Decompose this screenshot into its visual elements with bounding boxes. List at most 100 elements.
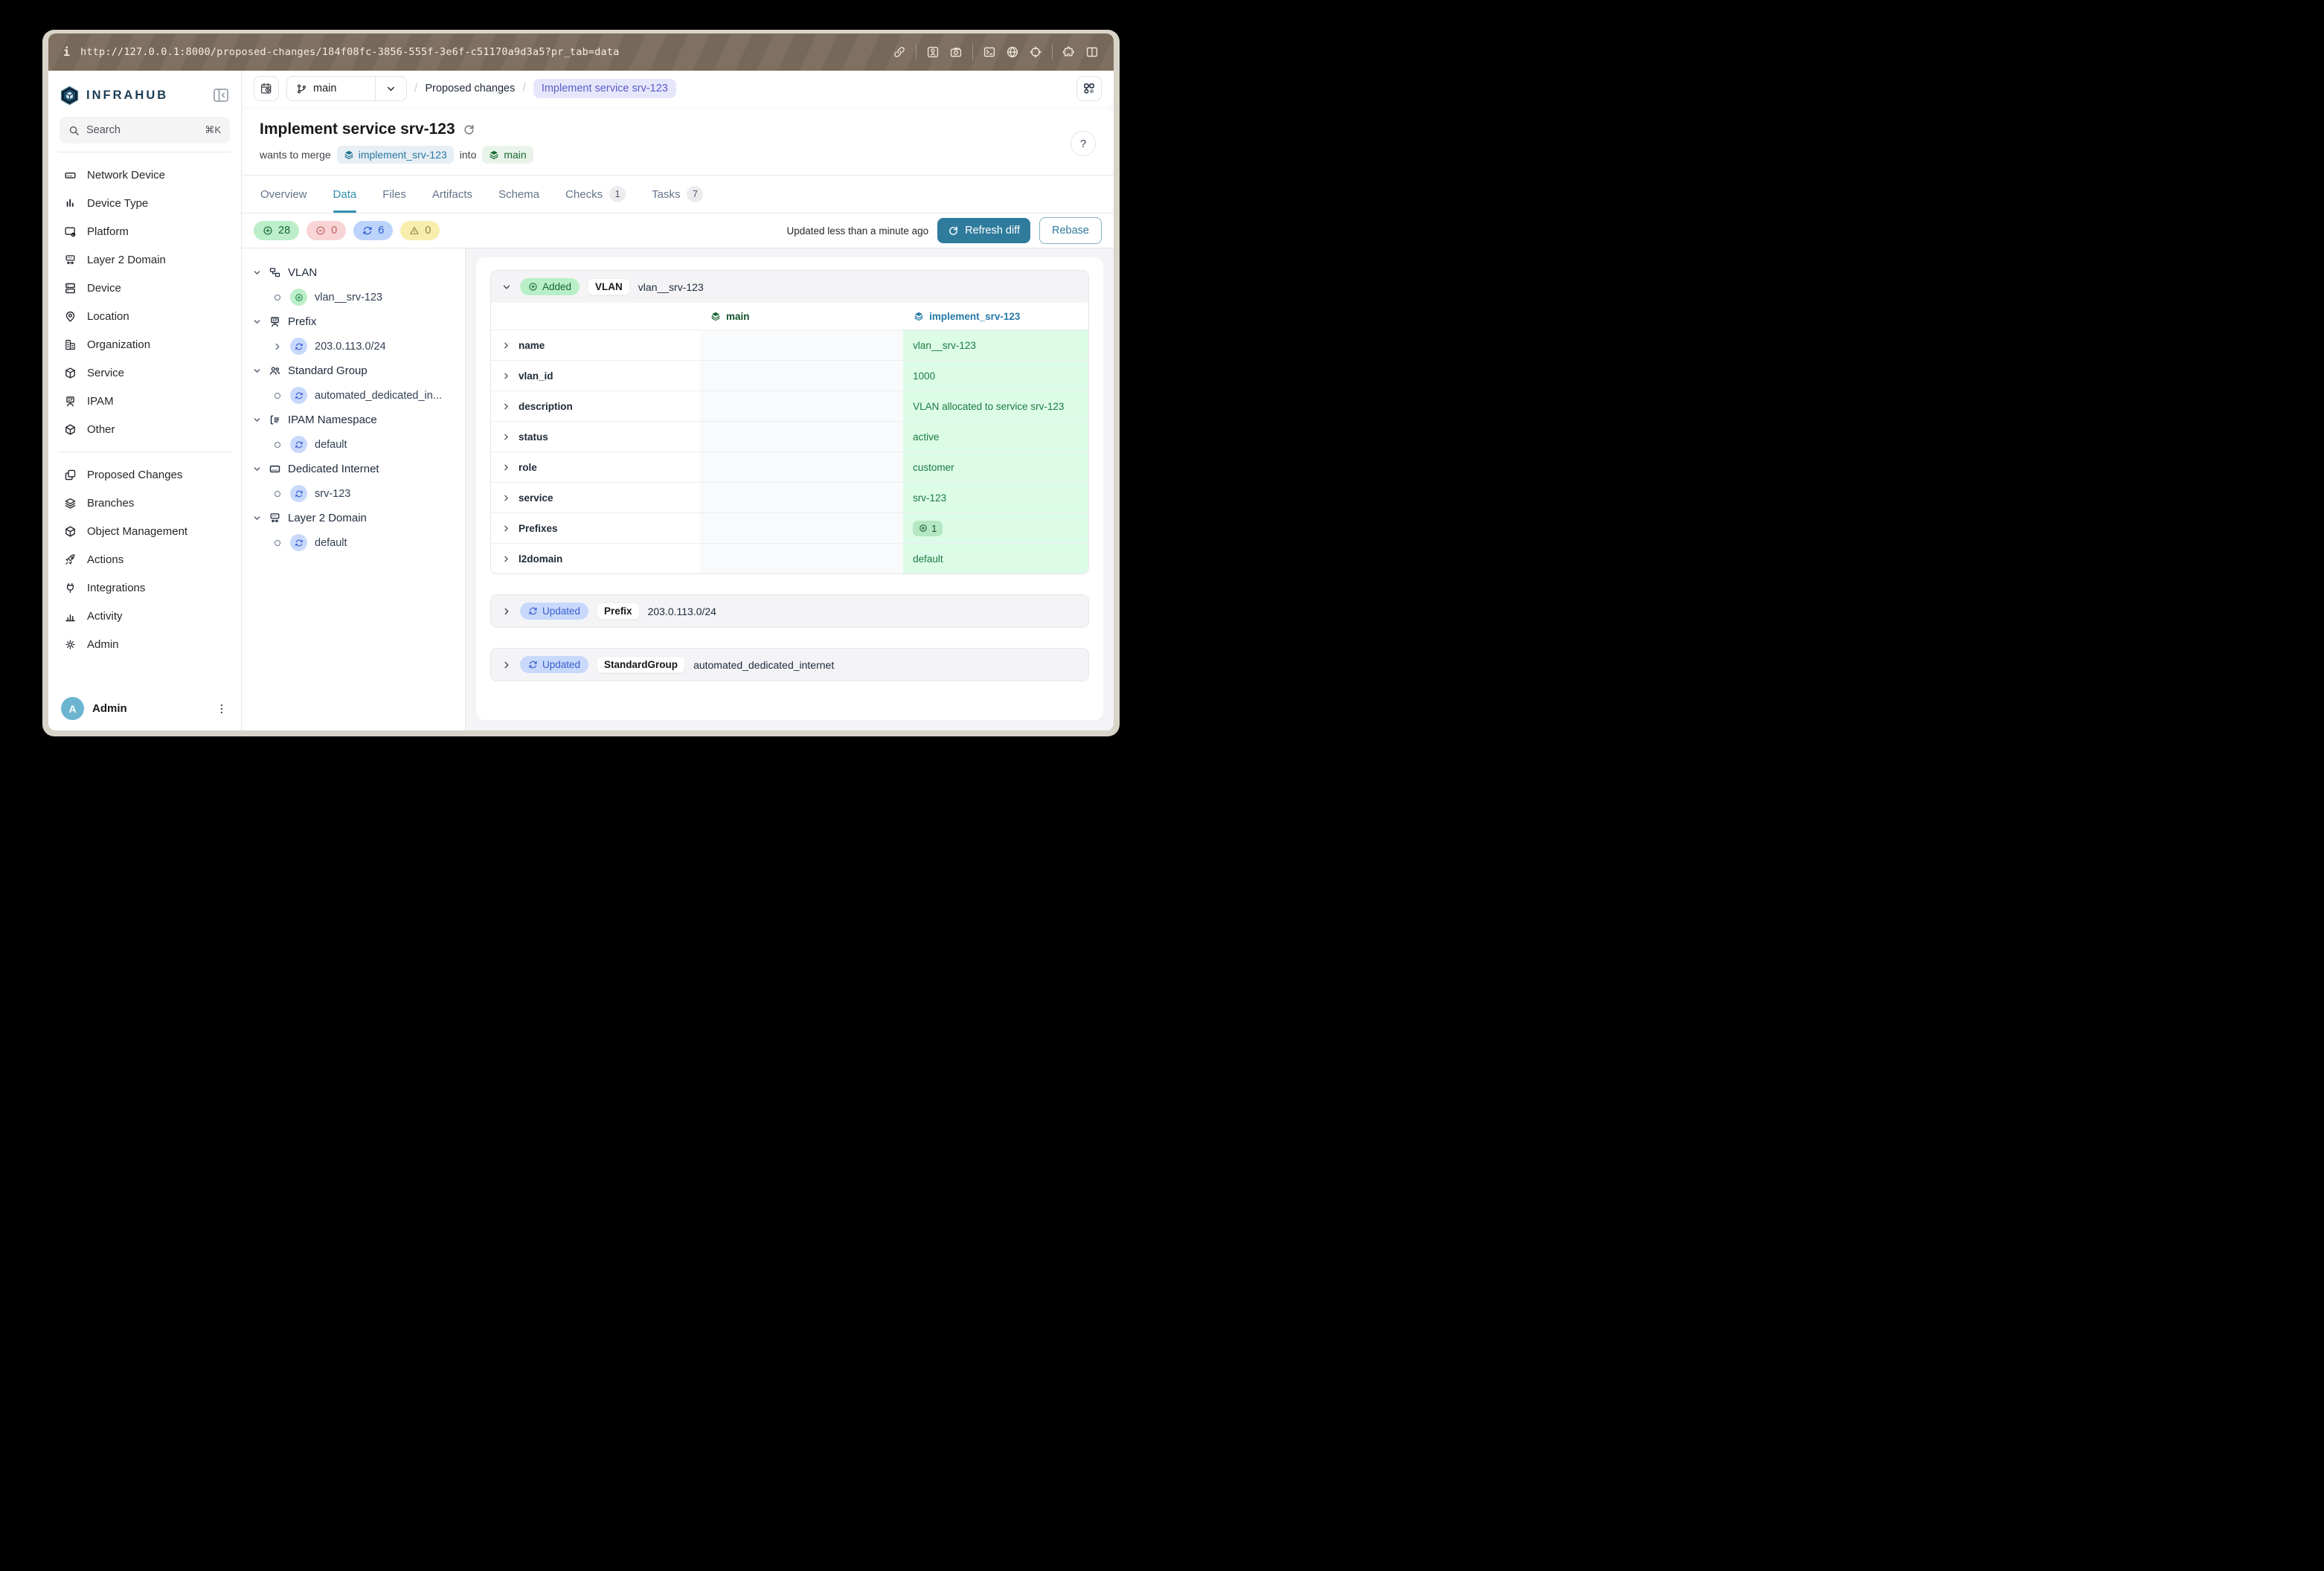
sidebar-item-actions[interactable]: Actions — [60, 545, 230, 574]
diff-row-role[interactable]: role — [491, 452, 701, 482]
branch-selector-chevron[interactable] — [375, 77, 406, 100]
columns-icon[interactable] — [1085, 45, 1099, 59]
workflow-button[interactable] — [1076, 76, 1102, 101]
sidebar-item-branches[interactable]: Branches — [60, 489, 230, 517]
tree-item-203-0-113-0-24[interactable]: 203.0.113.0/24 — [252, 334, 455, 359]
tab-label: Schema — [498, 187, 540, 201]
sidebar-item-layer-2-domain[interactable]: Layer 2 Domain — [60, 245, 230, 274]
object-kind-chip: VLAN — [588, 278, 630, 295]
kebab-menu-icon[interactable] — [215, 702, 228, 716]
object-name: vlan__srv-123 — [638, 280, 704, 293]
chevron-right-icon — [272, 341, 283, 352]
crosshair-icon[interactable] — [1029, 45, 1042, 59]
sidebar-item-network-device[interactable]: Network Device — [60, 161, 230, 189]
tree-item-default[interactable]: default — [252, 432, 455, 457]
object-kind-chip: Prefix — [597, 603, 640, 620]
added-count-pill: 1 — [913, 520, 943, 536]
source-branch-badge[interactable]: implement_srv-123 — [336, 146, 454, 164]
tab-label: Tasks — [652, 187, 681, 201]
tab-data[interactable]: Data — [333, 176, 356, 213]
info-icon[interactable]: i — [63, 45, 71, 59]
collapse-sidebar-icon[interactable] — [212, 86, 230, 104]
tree-group-prefix[interactable]: IP Prefix — [252, 309, 455, 334]
sidebar-item-object-management[interactable]: Object Management — [60, 517, 230, 545]
calendar-clock-button[interactable] — [254, 76, 279, 101]
tree-group-vlan[interactable]: VLAN — [252, 260, 455, 285]
property-name: l2domain — [519, 553, 563, 565]
tab-label: Overview — [260, 187, 307, 201]
breadcrumb-current[interactable]: Implement service srv-123 — [533, 79, 676, 98]
image-icon[interactable] — [926, 45, 940, 59]
sidebar-item-integrations[interactable]: Integrations — [60, 574, 230, 602]
sidebar-item-label: Admin — [87, 637, 119, 651]
branch-value-cell: 1000 — [903, 360, 1088, 391]
tree-item-srv-123[interactable]: srv-123 — [252, 481, 455, 506]
diff-row-name[interactable]: name — [491, 330, 701, 360]
layer2-icon — [64, 254, 77, 266]
diff-row-vlan-id[interactable]: vlan_id — [491, 360, 701, 391]
diff-row-l2domain[interactable]: l2domain — [491, 543, 701, 574]
diff-card-header[interactable]: Updated Prefix 203.0.113.0/24 — [491, 595, 1088, 627]
tab-count-badge: 1 — [609, 186, 626, 202]
link-icon[interactable] — [893, 45, 906, 59]
sidebar-item-device[interactable]: Device — [60, 274, 230, 302]
sidebar-item-platform[interactable]: Platform — [60, 217, 230, 245]
branch-selector[interactable]: main — [286, 76, 407, 101]
user-row[interactable]: A Admin — [60, 693, 230, 722]
tab-files[interactable]: Files — [382, 176, 406, 213]
layers-icon — [914, 311, 924, 321]
refresh-icon[interactable] — [463, 123, 475, 136]
diff-row-status[interactable]: status — [491, 421, 701, 452]
diff-row-description[interactable]: description — [491, 391, 701, 421]
diff-card-header[interactable]: Added VLAN vlan__srv-123 — [491, 271, 1088, 303]
tree-item-default[interactable]: default — [252, 530, 455, 555]
url-text[interactable]: http://127.0.0.1:8000/proposed-changes/1… — [80, 46, 620, 58]
camera-icon[interactable] — [949, 45, 963, 59]
tab-overview[interactable]: Overview — [260, 176, 307, 213]
sidebar-item-proposed-changes[interactable]: Proposed Changes — [60, 460, 230, 489]
diff-row-service[interactable]: service — [491, 482, 701, 513]
tab-label: Files — [382, 187, 406, 201]
help-button[interactable]: ? — [1070, 131, 1096, 156]
breadcrumb-proposed-changes[interactable]: Proposed changes — [425, 83, 516, 94]
sidebar-item-organization[interactable]: Organization — [60, 330, 230, 359]
tree-group-label: Dedicated Internet — [288, 463, 379, 475]
tree-group-layer-2-domain[interactable]: Layer 2 Domain — [252, 506, 455, 530]
terminal-icon[interactable] — [983, 45, 996, 59]
main-card: Implement service srv-123 wants to merge — [242, 109, 1114, 730]
tree-group-label: Prefix — [288, 315, 317, 328]
breadcrumb-separator: / — [522, 82, 526, 94]
puzzle-icon[interactable] — [1062, 45, 1076, 59]
sidebar-item-label: Device Type — [87, 196, 149, 210]
tab-label: Artifacts — [431, 187, 473, 201]
svg-text:IP: IP — [68, 397, 72, 402]
sidebar-item-service[interactable]: Service — [60, 359, 230, 387]
sidebar-item-other[interactable]: Other — [60, 415, 230, 443]
sidebar-item-device-type[interactable]: Device Type — [60, 189, 230, 217]
sidebar-item-location[interactable]: Location — [60, 302, 230, 330]
last-updated-text: Updated less than a minute ago — [786, 225, 929, 237]
tab-tasks[interactable]: Tasks 7 — [652, 176, 704, 213]
chevron-down-icon — [252, 464, 262, 474]
rebase-button[interactable]: Rebase — [1039, 217, 1102, 244]
sidebar-item-admin[interactable]: Admin — [60, 630, 230, 658]
diff-row-prefixes[interactable]: Prefixes — [491, 513, 701, 543]
search-input[interactable]: Search ⌘K — [60, 117, 230, 144]
diff-card-header[interactable]: Updated StandardGroup automated_dedicated_… — [491, 649, 1088, 681]
tree-group-ipam-namespace[interactable]: IPAM Namespace — [252, 408, 455, 432]
tree-group-standard-group[interactable]: Standard Group — [252, 359, 455, 383]
tree-item-automated-dedicated-in[interactable]: automated_dedicated_in... — [252, 383, 455, 408]
target-branch-badge[interactable]: main — [482, 146, 533, 164]
sidebar-item-ipam[interactable]: IP IPAM — [60, 387, 230, 415]
tree-item-vlan-srv-123[interactable]: vlan__srv-123 — [252, 285, 455, 309]
refresh-cw-icon — [295, 489, 304, 498]
tab-schema[interactable]: Schema — [498, 176, 539, 213]
tab-artifacts[interactable]: Artifacts — [432, 176, 472, 213]
refresh-diff-button[interactable]: Refresh diff — [937, 218, 1031, 243]
globe-icon[interactable] — [1006, 45, 1019, 59]
tab-checks[interactable]: Checks 1 — [565, 176, 626, 213]
sidebar-item-activity[interactable]: Activity — [60, 602, 230, 630]
chevron-right-icon — [501, 554, 511, 564]
tree-group-dedicated-internet[interactable]: Dedicated Internet — [252, 457, 455, 481]
sidebar-item-label: Platform — [87, 225, 129, 238]
